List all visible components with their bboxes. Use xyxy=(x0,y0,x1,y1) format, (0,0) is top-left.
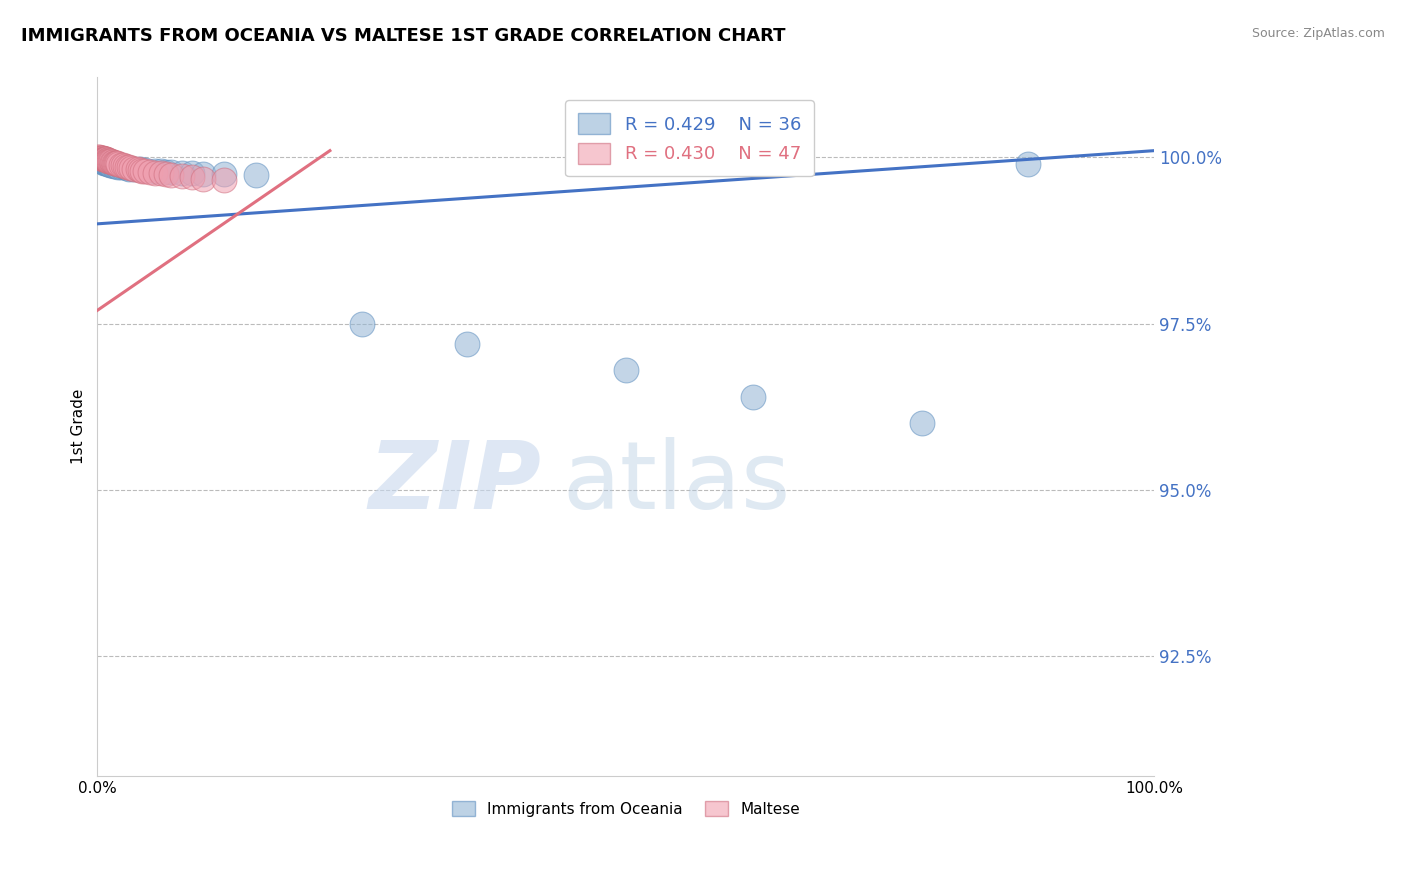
Point xyxy=(94,155,117,169)
Point xyxy=(105,159,128,173)
Point xyxy=(160,168,183,182)
Point xyxy=(115,160,138,174)
Point xyxy=(110,161,132,175)
Point xyxy=(87,150,110,164)
Point xyxy=(350,317,373,331)
Point xyxy=(118,161,141,175)
Point xyxy=(134,164,156,178)
Point xyxy=(98,154,121,169)
Point xyxy=(181,166,204,180)
Text: IMMIGRANTS FROM OCEANIA VS MALTESE 1ST GRADE CORRELATION CHART: IMMIGRANTS FROM OCEANIA VS MALTESE 1ST G… xyxy=(21,27,786,45)
Text: Source: ZipAtlas.com: Source: ZipAtlas.com xyxy=(1251,27,1385,40)
Text: ZIP: ZIP xyxy=(368,437,541,529)
Point xyxy=(91,155,114,169)
Point xyxy=(101,155,124,169)
Point xyxy=(94,153,117,167)
Point xyxy=(110,158,132,172)
Point xyxy=(145,163,167,178)
Point xyxy=(181,170,204,185)
Legend: Immigrants from Oceania, Maltese: Immigrants from Oceania, Maltese xyxy=(444,793,808,824)
Point xyxy=(96,153,118,167)
Point xyxy=(93,152,115,166)
Point xyxy=(149,164,172,178)
Point xyxy=(145,165,167,179)
Point xyxy=(94,153,117,167)
Point xyxy=(741,390,763,404)
Point xyxy=(93,155,115,169)
Point xyxy=(89,151,111,165)
Point xyxy=(149,166,172,180)
Point xyxy=(107,156,129,170)
Point xyxy=(98,157,121,171)
Point xyxy=(128,162,150,177)
Point xyxy=(107,160,129,174)
Point xyxy=(155,165,177,179)
Point xyxy=(124,162,146,177)
Point xyxy=(911,417,934,431)
Point xyxy=(89,151,111,165)
Point xyxy=(97,153,120,167)
Point xyxy=(98,158,121,172)
Point xyxy=(103,159,125,173)
Point xyxy=(160,165,183,179)
Point xyxy=(103,155,125,169)
Point xyxy=(128,163,150,178)
Point xyxy=(89,150,111,164)
Point xyxy=(94,156,117,170)
Point xyxy=(139,165,162,179)
Point xyxy=(104,155,127,169)
Point xyxy=(100,158,122,172)
Point xyxy=(97,157,120,171)
Point xyxy=(91,151,114,165)
Point xyxy=(97,153,120,168)
Y-axis label: 1st Grade: 1st Grade xyxy=(72,389,86,465)
Point xyxy=(93,152,115,166)
Point xyxy=(107,157,129,171)
Point xyxy=(100,154,122,169)
Point xyxy=(90,151,112,165)
Point xyxy=(245,168,267,182)
Point xyxy=(98,153,121,168)
Point xyxy=(94,153,117,167)
Point xyxy=(96,153,118,167)
Point xyxy=(96,156,118,170)
Point xyxy=(614,363,637,377)
Point xyxy=(115,161,138,175)
Point xyxy=(170,169,193,183)
Point xyxy=(191,167,214,181)
Point xyxy=(111,158,134,172)
Point xyxy=(212,173,235,187)
Point xyxy=(105,156,128,170)
Point xyxy=(191,171,214,186)
Point xyxy=(127,162,149,177)
Point xyxy=(155,167,177,181)
Point xyxy=(212,167,235,181)
Point xyxy=(456,336,478,351)
Point xyxy=(89,153,111,168)
Point xyxy=(1017,157,1039,171)
Point xyxy=(131,163,153,178)
Point xyxy=(91,152,114,166)
Point xyxy=(114,159,136,173)
Point xyxy=(103,155,125,169)
Point xyxy=(170,165,193,179)
Point xyxy=(134,163,156,178)
Point xyxy=(124,161,146,176)
Point xyxy=(103,158,125,172)
Point xyxy=(118,161,141,176)
Point xyxy=(120,161,142,175)
Point xyxy=(94,152,117,166)
Point xyxy=(112,161,135,175)
Text: atlas: atlas xyxy=(562,437,790,529)
